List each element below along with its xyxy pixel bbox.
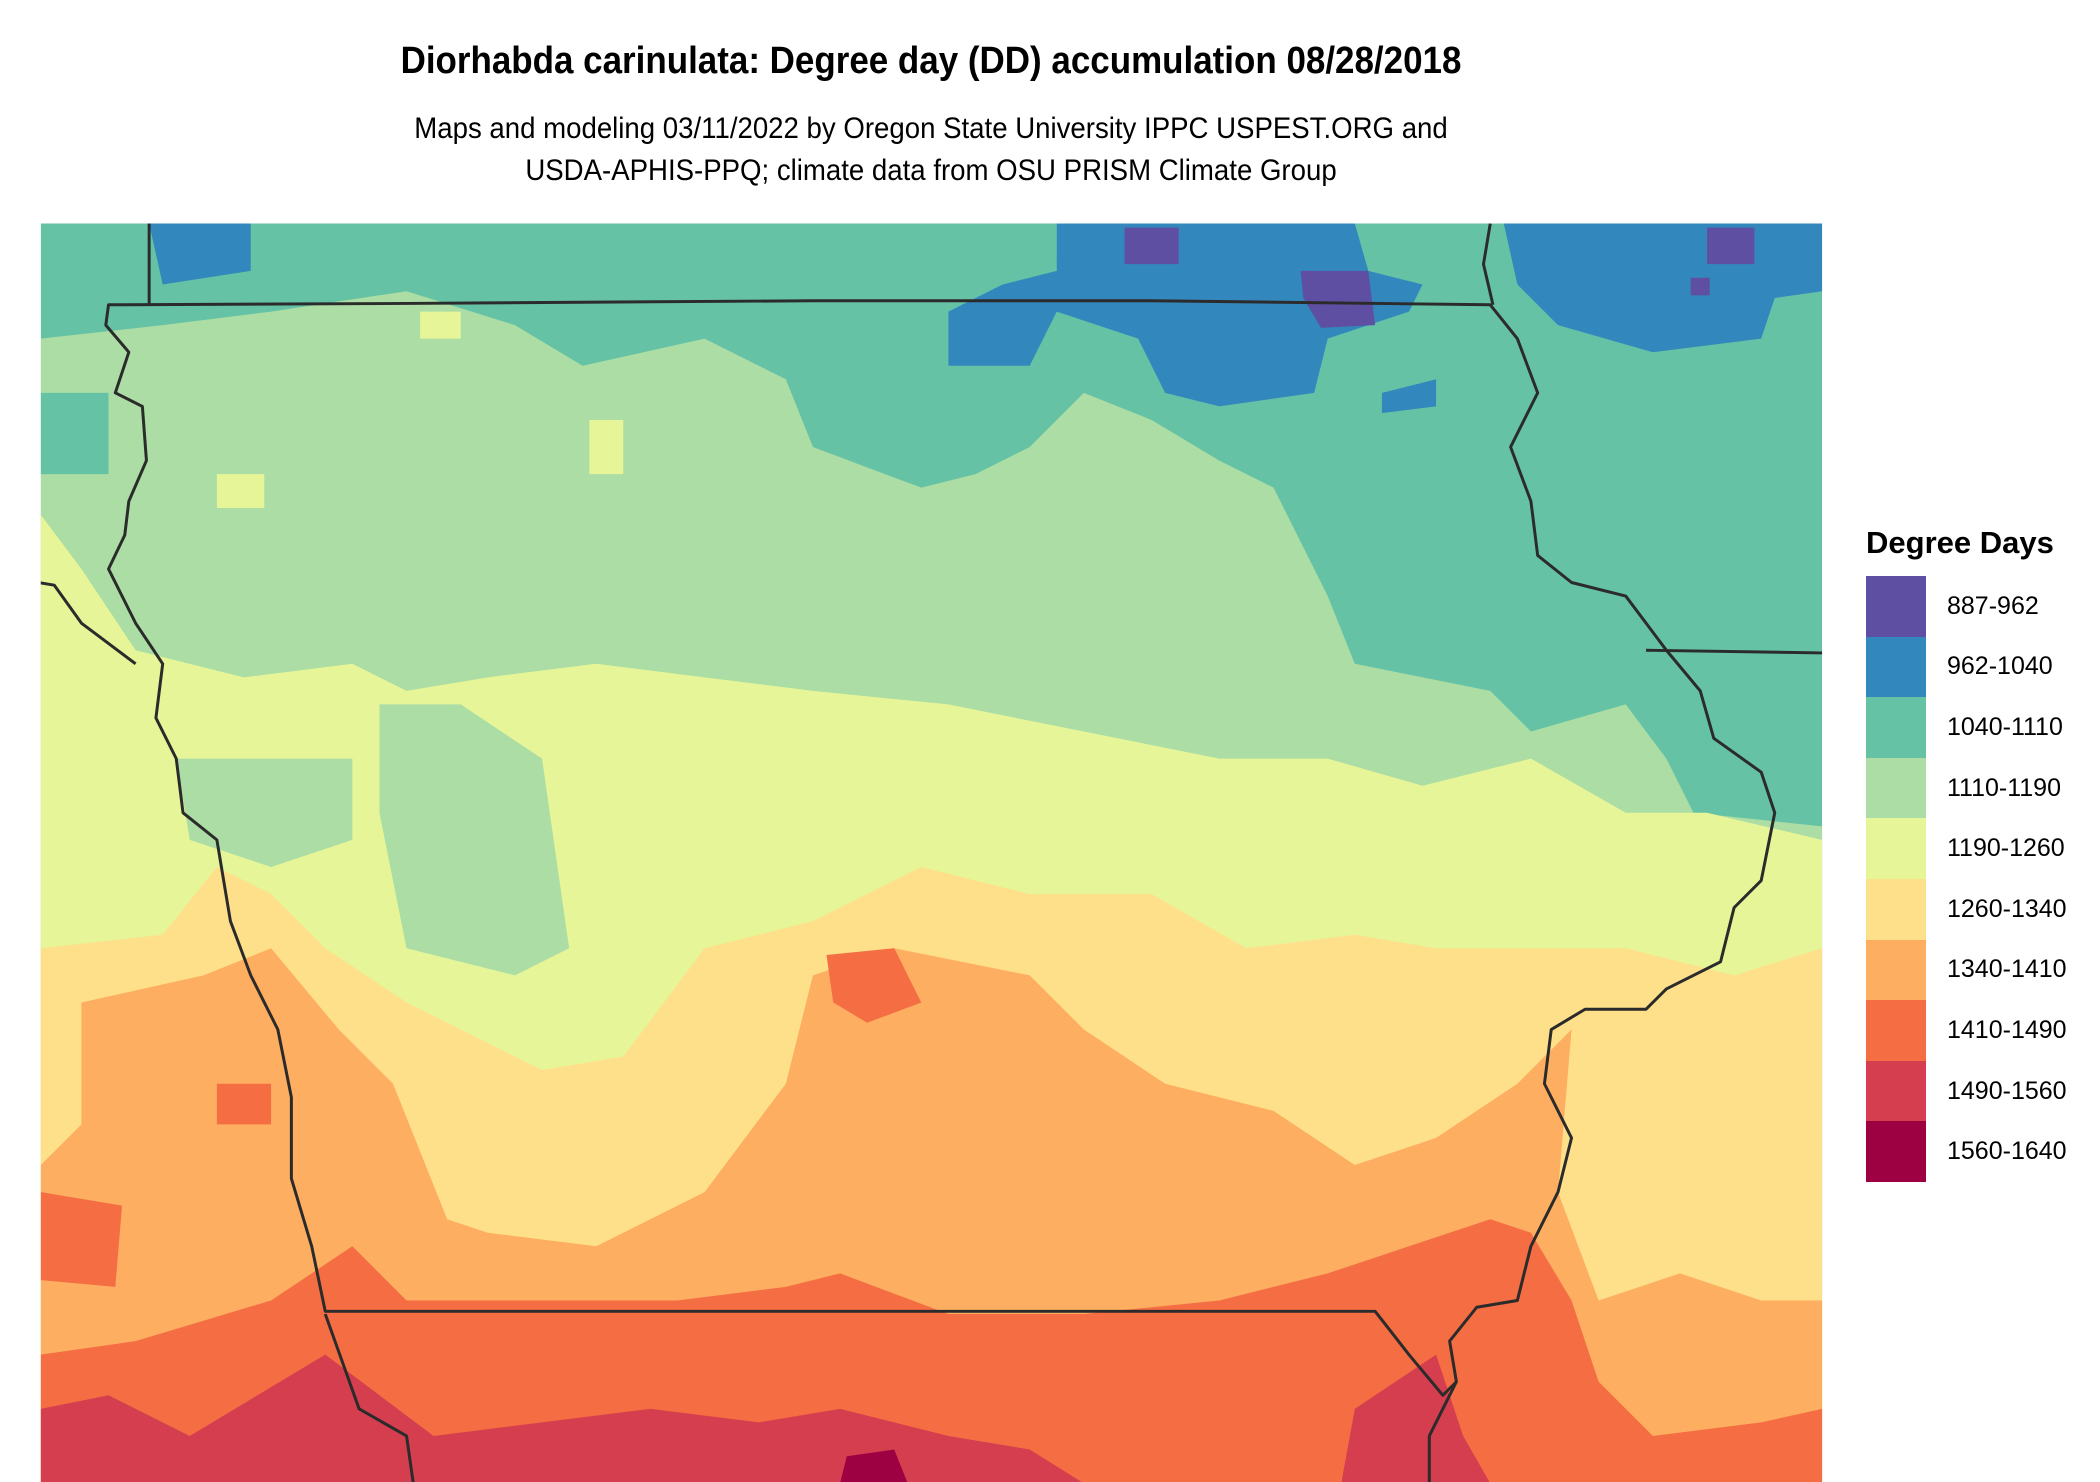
legend-swatch bbox=[1866, 1000, 1926, 1061]
map-subtitle-line2: USDA-APHIS-PPQ; climate data from OSU PR… bbox=[525, 154, 1337, 187]
legend-label: 1410-1490 bbox=[1947, 1015, 2067, 1044]
legend-item: 1260-1340 bbox=[1866, 878, 2067, 940]
dd-zone-1490-1560 bbox=[40, 1354, 1082, 1482]
legend-item: 887-962 bbox=[1866, 576, 2067, 637]
legend-item: 1190-1260 bbox=[1866, 818, 2067, 879]
dd-zone-1490-1560 bbox=[1341, 1354, 1490, 1482]
legend-item: 1040-1110 bbox=[1866, 697, 2067, 758]
dd-zone-887-962 bbox=[1690, 277, 1710, 296]
dd-zone-962-1040 bbox=[149, 223, 251, 285]
dd-zone-1190-1260 bbox=[216, 474, 265, 508]
dd-zone-887-962 bbox=[1300, 270, 1376, 328]
legend: 887-962 962-1040 1040-1110 1110-1190 119… bbox=[1866, 576, 2067, 1182]
dd-zone-887-962 bbox=[1707, 227, 1755, 265]
wisconsin-border bbox=[1482, 223, 1495, 306]
dd-zone-1040-1110 bbox=[40, 392, 109, 475]
legend-swatch bbox=[1866, 697, 1926, 758]
legend-item: 1340-1410 bbox=[1866, 939, 2067, 1001]
legend-label: 1260-1340 bbox=[1947, 894, 2067, 923]
legend-item: 1110-1190 bbox=[1866, 757, 2067, 819]
legend-item: 962-1040 bbox=[1866, 636, 2067, 698]
dd-zone-1410-1490 bbox=[826, 948, 922, 1023]
dd-zone-1560-1640 bbox=[840, 1449, 908, 1482]
missouri-nebraska-border bbox=[323, 1313, 415, 1482]
legend-label: 1490-1560 bbox=[1947, 1076, 2067, 1105]
dd-zone-1190-1260 bbox=[589, 419, 624, 475]
legend-swatch bbox=[1866, 939, 1926, 1001]
legend-label: 1560-1640 bbox=[1947, 1137, 2067, 1166]
legend-swatch bbox=[1866, 757, 1926, 819]
legend-swatch bbox=[1866, 818, 1926, 879]
dd-zone-1110-1190 bbox=[379, 704, 570, 976]
map-title: Diorhabda carinulata: Degree day (DD) ac… bbox=[400, 40, 1462, 82]
legend-swatch bbox=[1866, 1121, 1926, 1182]
map-subtitle-line1: Maps and modeling 03/11/2022 by Oregon S… bbox=[414, 112, 1448, 145]
legend-item: 1490-1560 bbox=[1866, 1060, 2067, 1122]
legend-label: 1110-1190 bbox=[1947, 773, 2061, 802]
dd-zone-1410-1490 bbox=[216, 1083, 272, 1125]
missouri-illinois-border bbox=[1427, 1381, 1458, 1482]
legend-label: 1040-1110 bbox=[1947, 712, 2063, 741]
legend-label: 887-962 bbox=[1947, 591, 2039, 620]
nebraska-south-dakota-border bbox=[40, 581, 137, 665]
dd-zone-1190-1260 bbox=[420, 311, 461, 339]
legend-swatch bbox=[1866, 878, 1926, 940]
dd-zone-887-962 bbox=[1124, 227, 1179, 265]
dd-zone-1110-1190 bbox=[176, 758, 353, 867]
dd-zone-962-1040 bbox=[1381, 379, 1437, 414]
dd-zone-1410-1490 bbox=[40, 1192, 123, 1287]
legend-title: Degree Days bbox=[1866, 525, 2054, 560]
legend-label: 1340-1410 bbox=[1947, 955, 2067, 984]
legend-label: 1190-1260 bbox=[1947, 834, 2065, 863]
legend-swatch bbox=[1866, 576, 1926, 637]
dd-zone-962-1040 bbox=[948, 223, 1423, 407]
iowa-border bbox=[104, 299, 1777, 1397]
legend-item: 1410-1490 bbox=[1866, 1000, 2067, 1061]
illinois-wisconsin-border bbox=[1646, 648, 1823, 655]
legend-swatch bbox=[1866, 1060, 1926, 1122]
legend-label: 962-1040 bbox=[1947, 652, 2053, 681]
legend-item: 1560-1640 bbox=[1866, 1121, 2067, 1182]
legend-swatch bbox=[1866, 636, 1926, 698]
